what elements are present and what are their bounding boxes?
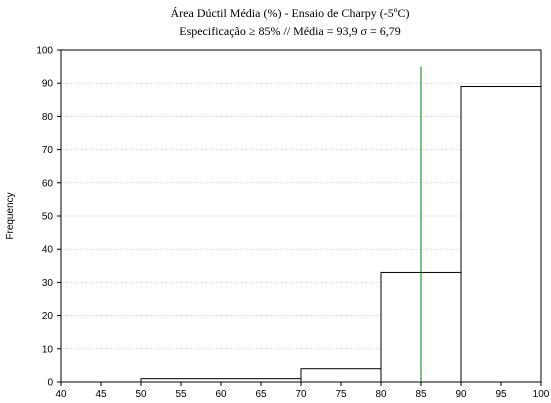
y-tick-label-0: 0 — [47, 378, 53, 389]
x-tick-label-85: 85 — [415, 389, 427, 400]
x-axis-ticks: 40 45 50 55 60 65 70 75 80 85 90 95 100 — [55, 382, 550, 400]
y-axis-label: Frequency — [5, 192, 16, 239]
y-axis-ticks: 0 10 20 30 40 50 60 70 80 90 100 — [36, 46, 61, 389]
x-tick-label-80: 80 — [375, 389, 387, 400]
y-tick-label-80: 80 — [42, 112, 54, 123]
chart-subtitle: Especificação ≥ 85% // Média = 93,9 σ = … — [179, 24, 401, 38]
y-tick-label-30: 30 — [42, 278, 54, 289]
x-tick-label-45: 45 — [95, 389, 107, 400]
y-tick-label-10: 10 — [42, 344, 54, 355]
chart-title: Área Dúctil Média (%) - Ensaio de Charpy… — [171, 6, 410, 20]
histogram-bar-2 — [300, 368, 382, 383]
y-tick-label-70: 70 — [42, 145, 54, 156]
x-tick-label-95: 95 — [495, 389, 507, 400]
y-tick-label-20: 20 — [42, 311, 54, 322]
x-tick-label-100: 100 — [533, 389, 550, 400]
x-tick-label-60: 60 — [215, 389, 227, 400]
x-tick-label-70: 70 — [295, 389, 307, 400]
x-tick-label-55: 55 — [175, 389, 187, 400]
histogram-bar-4 — [460, 86, 542, 383]
y-tick-label-100: 100 — [36, 46, 53, 57]
grid-lines — [61, 82, 541, 350]
y-tick-label-90: 90 — [42, 79, 54, 90]
y-tick-label-50: 50 — [42, 212, 54, 223]
x-tick-label-75: 75 — [335, 389, 347, 400]
y-tick-label-40: 40 — [42, 245, 54, 256]
x-tick-label-40: 40 — [55, 389, 67, 400]
x-tick-label-90: 90 — [455, 389, 467, 400]
histogram-bars — [61, 86, 542, 383]
x-tick-label-50: 50 — [135, 389, 147, 400]
y-tick-label-60: 60 — [42, 178, 54, 189]
x-tick-label-65: 65 — [255, 389, 267, 400]
